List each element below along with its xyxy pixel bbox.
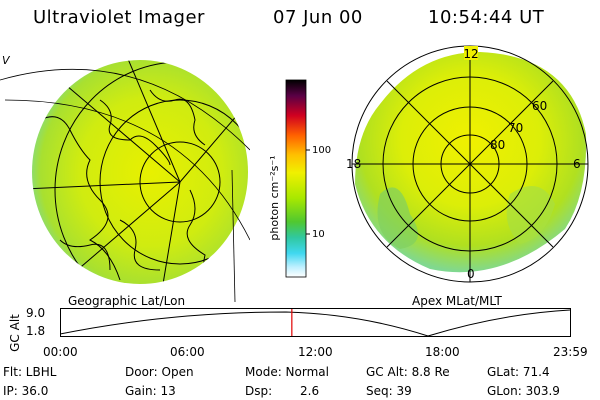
timeline-ytick-max: 9.0: [26, 306, 46, 320]
timeline-ytick-min: 1.8: [26, 324, 46, 338]
door-readout: Door: Open: [125, 365, 194, 379]
colorbar-tick-100: 100: [312, 145, 331, 156]
colorbar-label: photon cm⁻²s⁻¹: [268, 155, 281, 240]
dsp-value: 2.6: [300, 384, 320, 398]
timeline-xtick-0600: 06:00: [170, 345, 205, 359]
polar-image-panel: 12 18 6 0 60 70 80: [346, 45, 589, 283]
left-panel-caption: Geographic Lat/Lon: [68, 294, 186, 308]
mlt-label-12: 12: [463, 47, 478, 61]
timeline-xtick-1800: 18:00: [425, 345, 460, 359]
timeline-ylabel: GC Alt: [8, 314, 22, 352]
sequence-readout: Seq: 39: [366, 384, 412, 398]
mode-readout: Mode: Normal: [245, 365, 329, 379]
app-title: Ultraviolet Imager: [33, 7, 205, 28]
glat-readout: GLat: 71.4: [487, 365, 550, 379]
timeline-xtick-2359: 23:59: [553, 345, 588, 359]
mlt-label-0: 0: [467, 267, 475, 281]
orientation-mark: V: [2, 54, 11, 67]
filter-readout: Flt: LBHL: [3, 365, 57, 379]
orbit-altitude-trace: [60, 309, 571, 337]
timeline-xtick-1200: 12:00: [298, 345, 333, 359]
mlat-label-60: 60: [532, 99, 547, 113]
mlt-label-6: 6: [573, 157, 581, 171]
dsp-label: Dsp:: [245, 384, 273, 398]
uv-auroral-image: [32, 60, 248, 284]
geographic-image-panel: V: [0, 54, 250, 302]
right-panel-caption: Apex MLat/MLT: [412, 294, 502, 308]
ip-readout: IP: 36.0: [3, 384, 49, 398]
mlat-label-70: 70: [508, 121, 523, 135]
gain-readout: Gain: 13: [125, 384, 176, 398]
mlt-label-18: 18: [346, 157, 361, 171]
glon-readout: GLon: 303.9: [487, 384, 560, 398]
date-readout: 07 Jun 00: [273, 7, 363, 28]
altitude-timeline[interactable]: [60, 308, 576, 338]
timeline-frame: [60, 308, 571, 337]
colorbar: 100 10 photon cm⁻²s⁻¹: [268, 79, 331, 278]
timeline-xtick-0000: 00:00: [43, 345, 78, 359]
mlat-label-80: 80: [490, 138, 505, 152]
colorbar-scale: [285, 79, 307, 278]
gc-alt-readout: GC Alt: 8.8 Re: [366, 365, 450, 379]
colorbar-tick-10: 10: [312, 229, 325, 240]
time-readout: 10:54:44 UT: [428, 7, 545, 28]
